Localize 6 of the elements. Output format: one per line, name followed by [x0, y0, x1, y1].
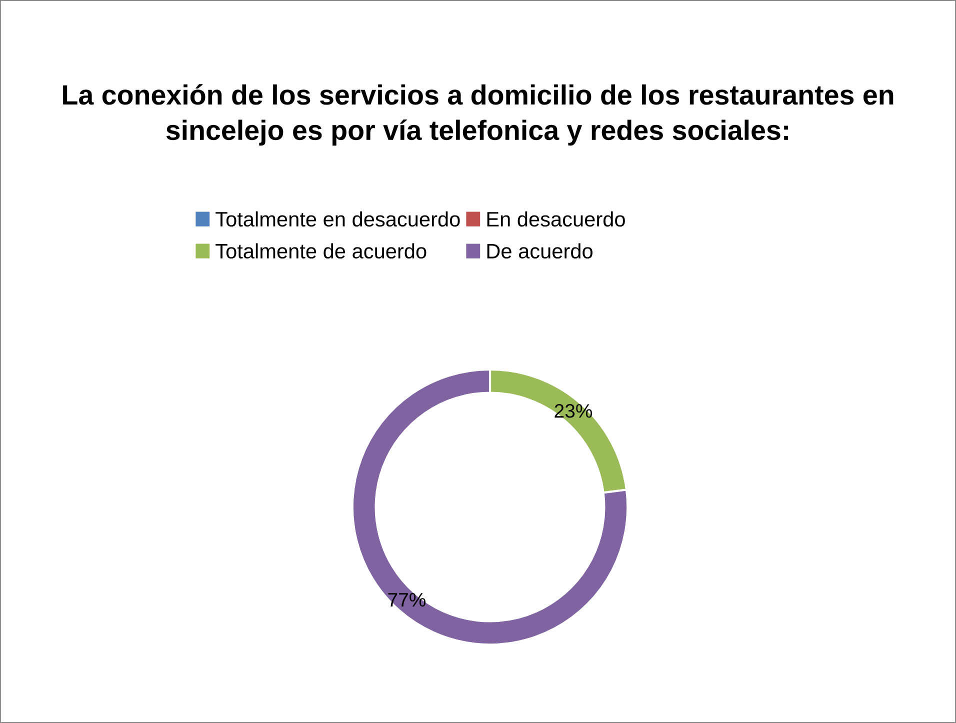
- donut-slice: [351, 368, 629, 646]
- legend-label: En desacuerdo: [487, 211, 625, 227]
- chart-title: La conexión de los servicios a domicilio de los restaurantes en sincelejo es por vía telefonica y redes sociales:: [63, 84, 894, 146]
- legend-label: De acuerdo: [487, 243, 592, 259]
- legend-label: Totalmente en desacuerdo: [216, 211, 460, 227]
- legend-label: Totalmente de acuerdo: [216, 243, 426, 259]
